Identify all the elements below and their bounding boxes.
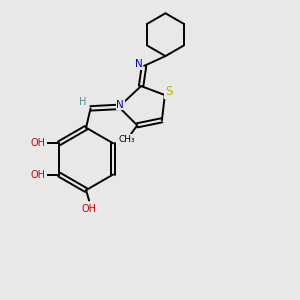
Text: H: H	[79, 97, 86, 107]
Text: N: N	[135, 59, 142, 69]
Text: S: S	[165, 85, 173, 98]
Text: N: N	[116, 100, 124, 110]
Text: CH₃: CH₃	[118, 135, 135, 144]
Text: OH: OH	[82, 204, 97, 214]
Text: OH: OH	[31, 169, 46, 179]
Text: OH: OH	[31, 138, 46, 148]
